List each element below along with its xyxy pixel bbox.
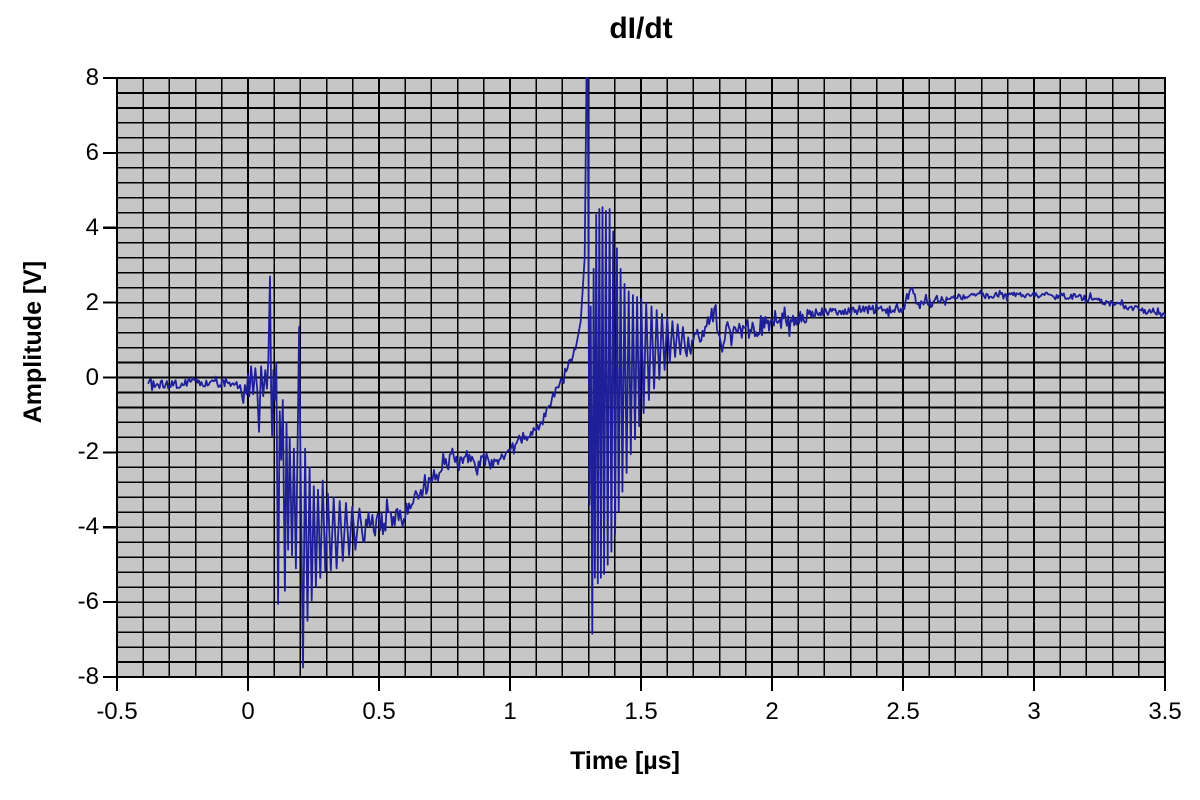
y-tick-label: -4	[77, 513, 99, 541]
y-tick-label: -8	[77, 663, 99, 690]
x-tick-label: 2.5	[886, 698, 920, 725]
x-tick-label: 0.5	[362, 698, 396, 725]
x-tick-label: 1.5	[624, 698, 658, 725]
x-tick-label: 3	[1027, 698, 1041, 725]
x-tick-label: 3.5	[1148, 698, 1182, 725]
y-tick-label: 2	[85, 288, 99, 316]
x-tick-label: -0.5	[96, 698, 138, 725]
x-tick-label: 1	[503, 698, 517, 725]
y-tick-label: -2	[77, 438, 99, 466]
y-tick-label: 8	[85, 64, 99, 91]
y-tick-label: 0	[85, 363, 99, 391]
signal-trace	[147, 77, 1166, 669]
chart-title: dI/dt	[609, 12, 673, 45]
x-tick-label: 2	[765, 698, 779, 725]
x-tick-label: 0	[241, 698, 255, 725]
y-tick-label: -6	[77, 588, 99, 616]
y-tick-label: 4	[85, 213, 99, 241]
y-tick-label: 6	[85, 138, 99, 166]
x-axis-title: Time [µs]	[570, 747, 680, 775]
